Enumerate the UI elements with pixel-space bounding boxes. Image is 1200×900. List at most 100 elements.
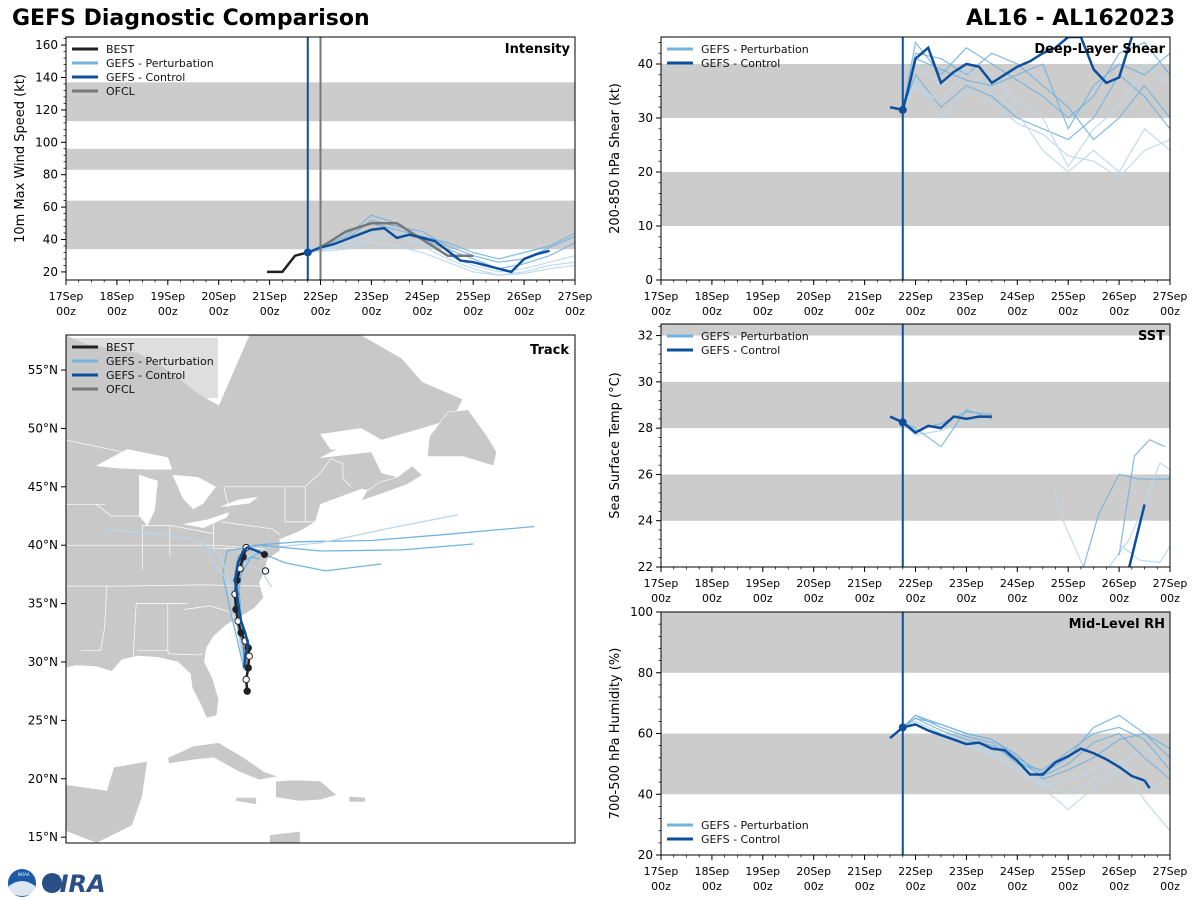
x-tick-label-hour: 00z <box>1007 880 1027 893</box>
x-tick-label-day: 19Sep <box>745 865 780 878</box>
control-series <box>1128 504 1146 567</box>
legend-label: GEFS - Control <box>106 71 185 84</box>
threshold-band <box>661 474 1170 521</box>
x-tick-label-hour: 00z <box>702 880 722 893</box>
perturbation-series <box>1052 483 1085 567</box>
x-tick-label-day: 25Sep <box>1051 290 1086 303</box>
y-tick-label: 60 <box>638 727 653 741</box>
lake-erie <box>184 512 230 528</box>
hispaniola-land <box>275 779 338 802</box>
perturbation-series <box>1118 438 1166 556</box>
x-tick-label-day: 24Sep <box>405 290 440 303</box>
map-frame <box>65 334 576 844</box>
perturbation-track <box>222 543 474 671</box>
x-tick-label-hour: 00z <box>514 305 534 318</box>
x-tick-label-day: 22Sep <box>898 865 933 878</box>
logo-badge: NOAA <box>18 872 30 877</box>
legend-label: BEST <box>106 43 134 56</box>
y-tick-label: 22 <box>638 560 653 574</box>
yucatan-land <box>66 760 148 843</box>
control-series <box>889 415 992 435</box>
x-tick-label-hour: 00z <box>906 305 926 318</box>
x-tick-label-day: 27Sep <box>558 290 593 303</box>
x-tick-label-hour: 00z <box>158 305 178 318</box>
y-tick-label: 60 <box>43 200 58 214</box>
puerto-rico-land <box>348 795 366 803</box>
x-tick-label-hour: 00z <box>753 592 773 605</box>
x-tick-label-day: 24Sep <box>1000 577 1035 590</box>
perturbation-series <box>1082 473 1170 567</box>
page-title: GEFS Diagnostic Comparison <box>12 6 370 31</box>
lat-tick-label: 15°N <box>28 830 58 844</box>
init-marker <box>898 105 907 114</box>
control-series <box>889 37 1134 112</box>
best-series <box>267 251 309 274</box>
lat-tick-label: 50°N <box>28 421 58 435</box>
control-series <box>307 226 550 274</box>
x-tick-label-hour: 00z <box>804 592 824 605</box>
legend-label: GEFS - Control <box>701 344 780 357</box>
init-marker <box>303 248 312 257</box>
x-tick-label-day: 26Sep <box>507 290 542 303</box>
x-tick-label-hour: 00z <box>855 880 875 893</box>
x-tick-label-day: 22Sep <box>898 577 933 590</box>
x-tick-label-hour: 00z <box>1160 305 1180 318</box>
x-tick-label-day: 21Sep <box>847 290 882 303</box>
lake-huron <box>172 474 216 510</box>
threshold-band <box>661 64 1170 118</box>
jamaica-land <box>235 797 257 805</box>
lat-tick-label: 55°N <box>28 363 58 377</box>
init-marker <box>898 723 907 732</box>
x-tick-label-hour: 00z <box>412 305 432 318</box>
legend-label: GEFS - Perturbation <box>701 819 809 832</box>
panel-title: SST <box>1138 329 1165 344</box>
us-canada-border <box>66 439 123 453</box>
control-series <box>889 723 1145 782</box>
newfoundland-land <box>427 409 497 467</box>
control-track-point <box>261 567 270 575</box>
x-tick-label-hour: 00z <box>957 592 977 605</box>
lake-michigan <box>139 474 158 526</box>
x-tick-label-hour: 00z <box>702 592 722 605</box>
x-tick-label-hour: 00z <box>565 305 585 318</box>
x-tick-label-day: 17Sep <box>644 865 679 878</box>
perturbation-series <box>902 408 993 448</box>
best-track-point <box>244 664 252 672</box>
x-tick-label-day: 19Sep <box>150 290 185 303</box>
lat-tick-label: 35°N <box>28 597 58 611</box>
x-tick-label-hour: 00z <box>463 305 483 318</box>
us-canada-border-east <box>223 458 352 508</box>
rh-chart: 20 40 60 80 100 17Sep 00z 18Sep 00z 19Sep 00z 20Sep… <box>608 605 1187 893</box>
lake-ontario <box>220 497 258 507</box>
legend-label: GEFS - Perturbation <box>701 330 809 343</box>
x-tick-label-hour: 00z <box>209 305 229 318</box>
state-border <box>221 521 281 535</box>
x-tick-label-day: 26Sep <box>1102 577 1137 590</box>
perturbation-series <box>1118 543 1170 564</box>
x-tick-label-day: 20Sep <box>796 865 831 878</box>
ofcl-series <box>319 222 474 257</box>
legend-label: GEFS - Control <box>701 57 780 70</box>
x-tick-label-day: 25Sep <box>1051 865 1086 878</box>
perturbation-series <box>307 242 575 276</box>
x-tick-label-hour: 00z <box>957 305 977 318</box>
x-tick-label-hour: 00z <box>855 305 875 318</box>
y-tick-label: 20 <box>43 265 58 279</box>
perturbation-series <box>1108 461 1170 567</box>
perturbation-series <box>902 68 1170 173</box>
perturbation-series <box>902 62 1170 168</box>
legend-label: GEFS - Perturbation <box>106 57 214 70</box>
cira-logo: NOAA CIRA <box>8 869 106 898</box>
cuba-land <box>167 742 279 781</box>
x-tick-label-hour: 00z <box>753 305 773 318</box>
x-tick-label-day: 22Sep <box>898 290 933 303</box>
perturbation-series <box>902 52 1170 141</box>
x-tick-label-day: 19Sep <box>745 577 780 590</box>
threshold-band <box>661 172 1170 226</box>
nova-scotia-land <box>360 465 423 502</box>
x-tick-label-hour: 00z <box>804 880 824 893</box>
perturbation-series <box>902 714 1170 774</box>
logo-text: CIRA <box>42 870 106 898</box>
y-tick-label: 24 <box>638 514 653 528</box>
